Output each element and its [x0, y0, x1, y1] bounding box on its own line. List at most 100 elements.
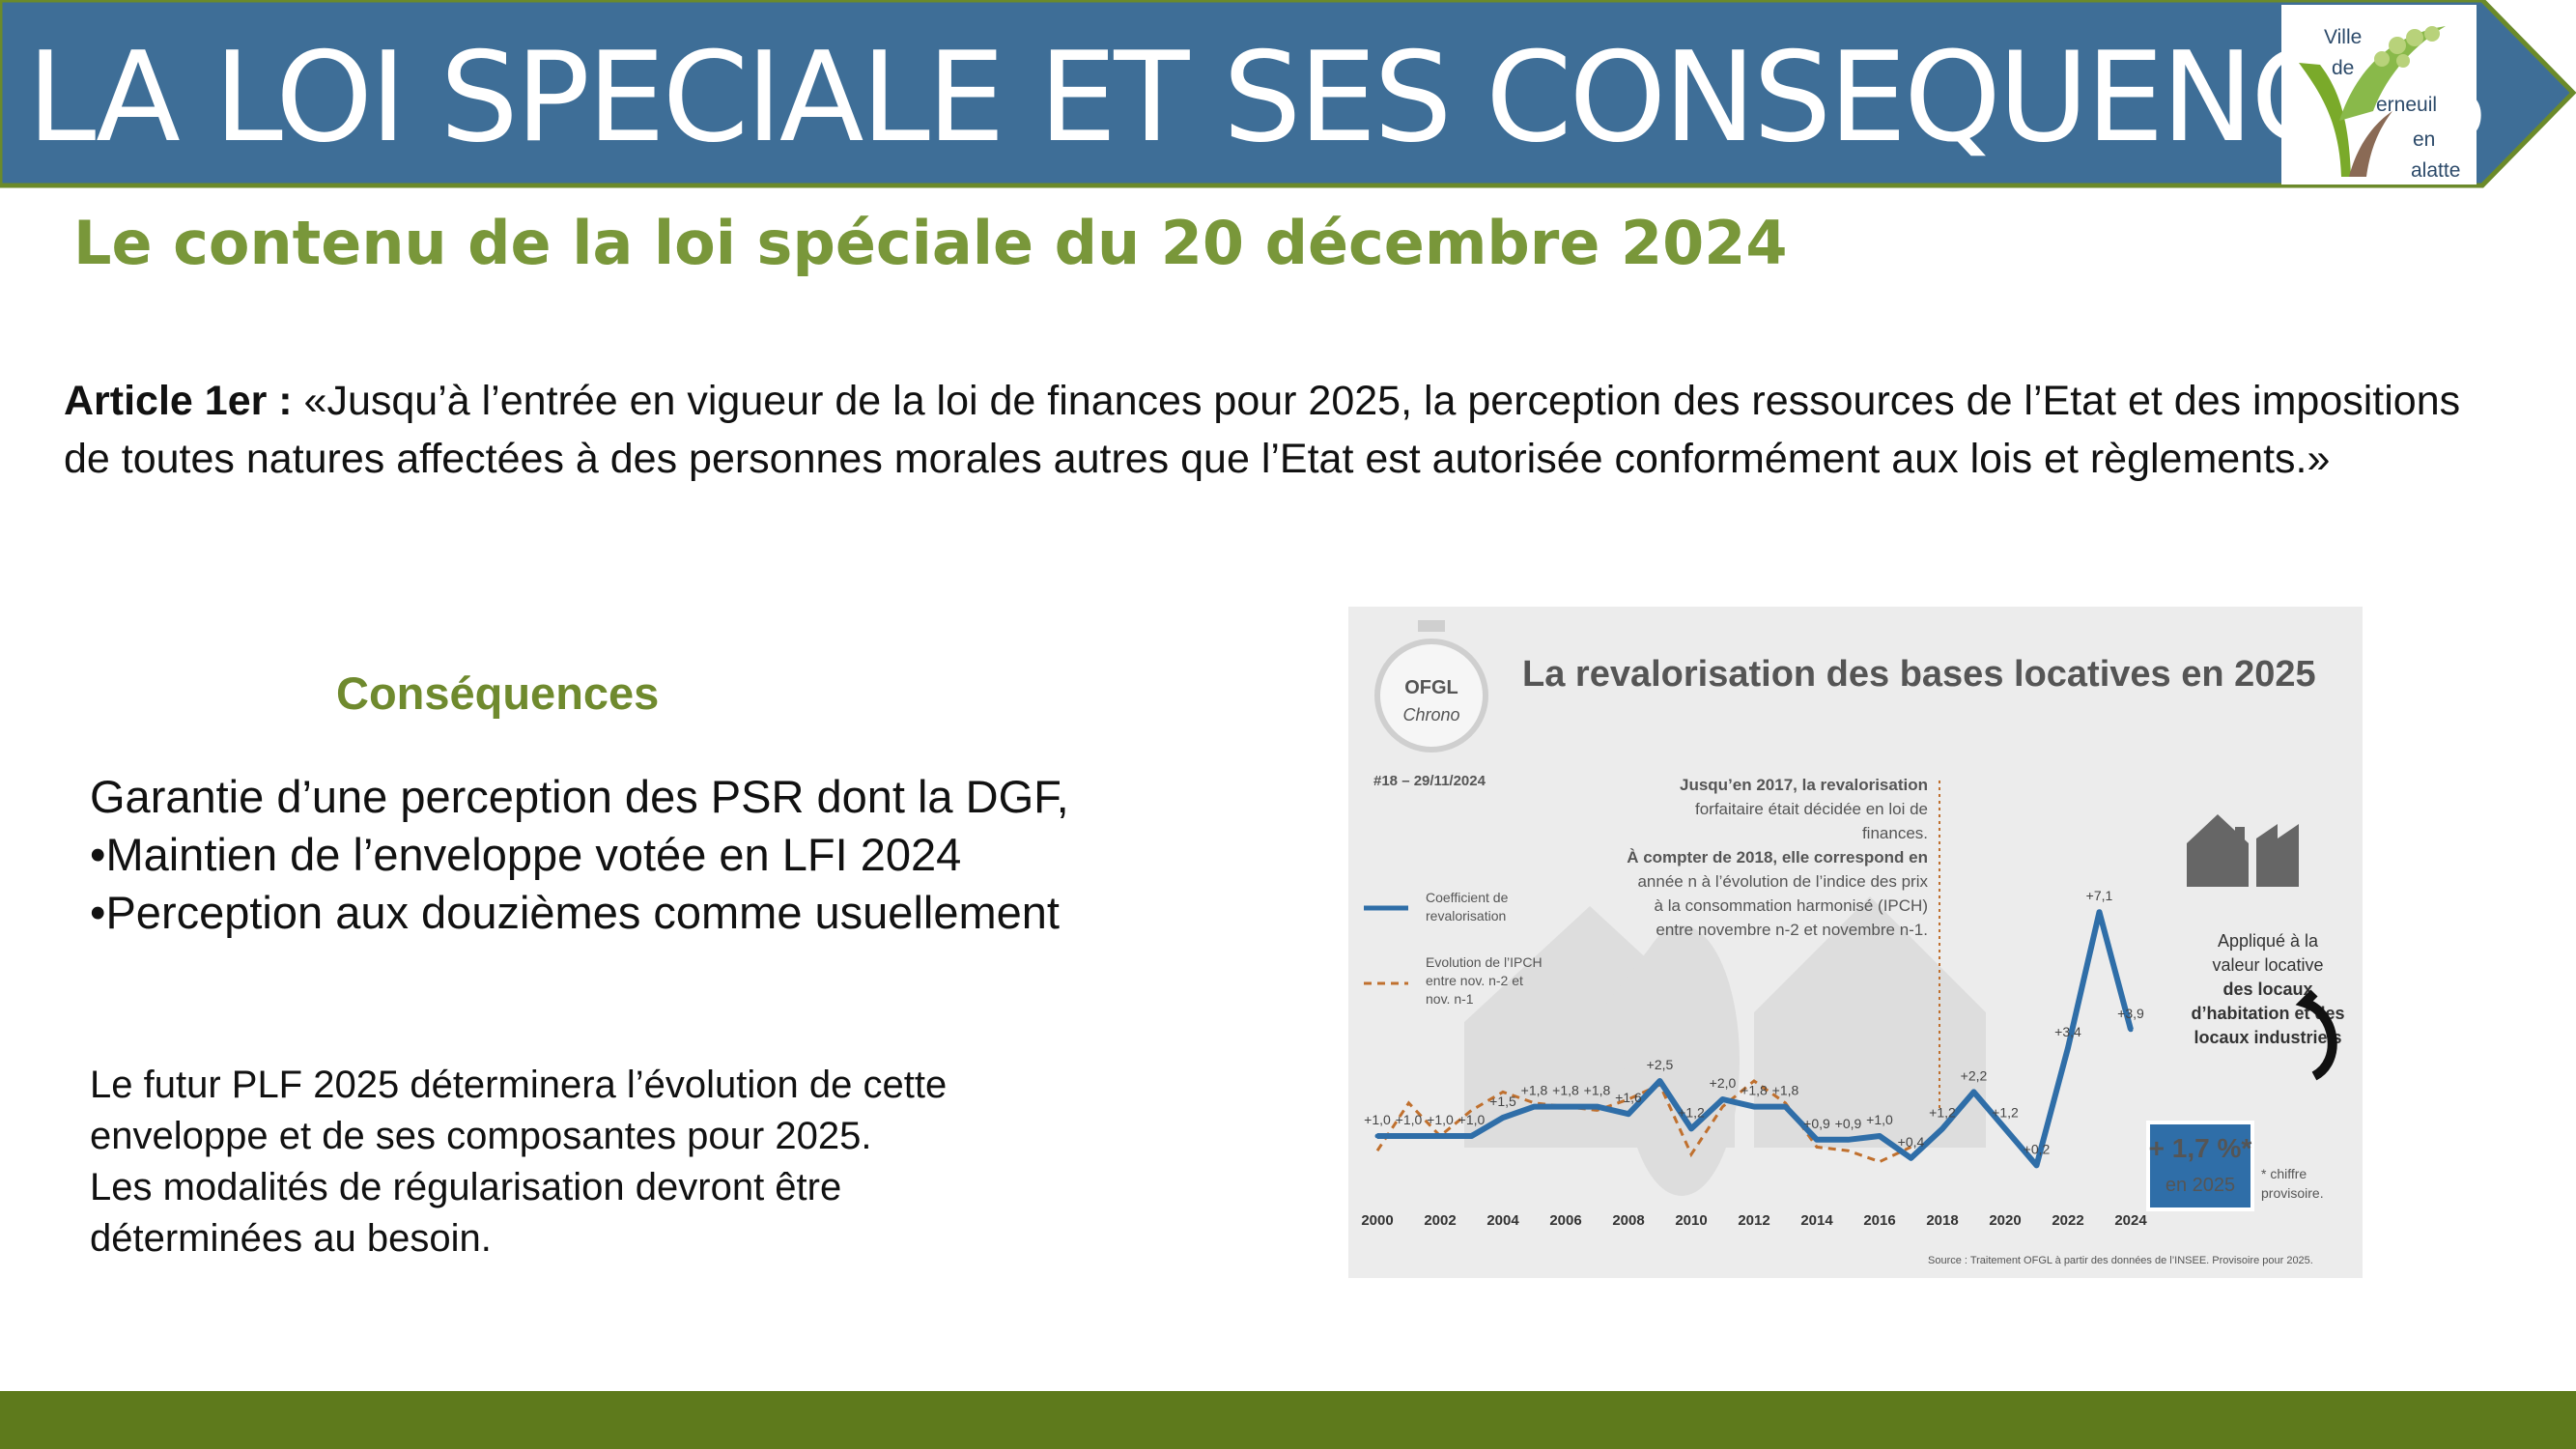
data-point — [1751, 1104, 1757, 1110]
highlight-label: en 2025 — [2166, 1175, 2235, 1196]
chart-annotation: Jusqu’en 2017, la revalorisation forfaita… — [1627, 776, 1928, 939]
x-tick-label: 2008 — [1612, 1212, 1644, 1229]
data-label: +2,0 — [1710, 1075, 1737, 1091]
highlight-value: + 1,7 %* — [2149, 1133, 2252, 1163]
list-item: •Maintien de l’enveloppe votée en LFI 20… — [90, 829, 962, 880]
data-label: +7,1 — [2086, 888, 2113, 903]
stopwatch-icon — [1374, 639, 1488, 753]
data-label: +1,0 — [1427, 1112, 1454, 1127]
right-note: Appliqué à la valeur locative des locaux d’… — [2191, 931, 2344, 1047]
data-point — [1846, 1137, 1851, 1143]
annotation-line: année n à l’évolution de l’indice des pr… — [1637, 872, 1928, 891]
right-note-line: des locaux — [2222, 980, 2312, 999]
data-point — [1469, 1133, 1474, 1139]
chart-source: Source : Traitement OFGL à partir des do… — [1928, 1255, 2313, 1266]
data-label: +3,9 — [2117, 1006, 2144, 1021]
x-tick-label: 2000 — [1361, 1212, 1393, 1229]
header-banner — [0, 0, 2576, 188]
logo-word: alatte — [2411, 159, 2461, 182]
data-point — [1657, 1078, 1662, 1084]
data-point — [2002, 1125, 2008, 1131]
series-line-ipch — [1375, 1079, 1912, 1164]
badge-ofgl: OFGL — [1404, 677, 1458, 698]
plf-line: Les modalités de régularisation devront … — [90, 1166, 842, 1208]
data-label: +0,9 — [1803, 1116, 1830, 1131]
data-label: +3,4 — [2054, 1024, 2081, 1039]
logo-leaf-icon — [2299, 26, 2446, 177]
annotation-line: à la consommation harmonisé (IPCH) — [1655, 896, 1928, 915]
chart-svg: OFGL Chrono #18 – 29/11/2024 La revalori… — [1348, 607, 2363, 1278]
x-tick-label: 2018 — [1926, 1212, 1958, 1229]
footer-bar — [0, 1391, 2576, 1449]
chart-issue: #18 – 29/11/2024 — [1373, 773, 1486, 789]
data-label: +1,0 — [1458, 1112, 1486, 1127]
consequences-title: Conséquences — [336, 668, 660, 719]
chart-footnote: * chiffre provisoire. — [2261, 1166, 2324, 1201]
data-point — [1437, 1133, 1443, 1139]
data-label: +1,2 — [1992, 1104, 2019, 1120]
legend-label-revalorisation: Coefficient de revalorisation — [1426, 890, 1509, 923]
logo-word: de — [2332, 57, 2355, 79]
plf-line: déterminées au besoin. — [90, 1217, 492, 1260]
logo-word: en — [2413, 128, 2436, 151]
data-label: +1,8 — [1521, 1083, 1548, 1098]
data-label: +1,5 — [1489, 1094, 1516, 1109]
data-label: +0,9 — [1835, 1116, 1862, 1131]
data-label: +1,6 — [1615, 1090, 1642, 1105]
data-point — [1374, 1133, 1380, 1139]
annotation-line: entre novembre n-2 et novembre n-1. — [1656, 921, 1928, 939]
x-tick-label: 2024 — [2114, 1212, 2147, 1229]
data-point — [2034, 1162, 2039, 1168]
x-tick-label: 2016 — [1863, 1212, 1895, 1229]
data-label: +1,0 — [1364, 1112, 1391, 1127]
x-tick-label: 2014 — [1800, 1212, 1833, 1229]
data-label: +2,5 — [1647, 1057, 1674, 1072]
data-point — [1909, 1155, 1913, 1161]
data-point — [1406, 1133, 1411, 1139]
article-label: Article 1er : — [64, 378, 293, 424]
data-point — [1939, 1125, 1945, 1131]
data-point — [1814, 1137, 1820, 1143]
data-label: +1,8 — [1552, 1083, 1579, 1098]
right-note-line: locaux industriels — [2194, 1028, 2341, 1047]
data-label: +0,2 — [2024, 1141, 2051, 1156]
plf-line: enveloppe et de ses composantes pour 202… — [90, 1115, 872, 1157]
page-title: LA LOI SPECIALE ET SES CONSEQUENCES — [27, 26, 2488, 170]
annotation-line: Jusqu’en 2017, la revalorisation — [1680, 776, 1928, 794]
data-point — [1720, 1096, 1725, 1102]
data-point — [1500, 1115, 1506, 1121]
x-tick-label: 2020 — [1989, 1212, 2021, 1229]
data-point — [1877, 1133, 1882, 1139]
section-subtitle: Le contenu de la loi spéciale du 20 déce… — [73, 208, 1788, 278]
article-paragraph: Article 1er : «Jusqu’à l’entrée en vigue… — [64, 372, 2478, 488]
house-factory-icon — [2187, 814, 2299, 887]
data-point — [2065, 1045, 2071, 1051]
x-tick-label: 2010 — [1675, 1212, 1707, 1229]
annotation-line: À compter de 2018, elle correspond en — [1627, 848, 1928, 867]
data-point — [1563, 1104, 1569, 1110]
data-point — [2097, 909, 2102, 915]
highlight-box — [2146, 1121, 2254, 1211]
chart-image: OFGL Chrono #18 – 29/11/2024 La revalori… — [1348, 607, 2363, 1278]
data-point — [2128, 1027, 2134, 1033]
x-tick-label: 2012 — [1738, 1212, 1769, 1229]
data-point — [1532, 1104, 1537, 1110]
town-logo: Ville de erneuil en alatte — [2281, 5, 2477, 185]
logo-word: erneuil — [2376, 94, 2438, 116]
consequences-list: Garantie d’une perception des PSR dont l… — [90, 768, 1069, 942]
annotation-line: forfaitaire était décidée en loi de — [1695, 800, 1928, 818]
data-point — [1783, 1104, 1788, 1110]
data-point — [1626, 1111, 1631, 1117]
x-tick-label: 2022 — [2052, 1212, 2083, 1229]
plf-line: Le futur PLF 2025 déterminera l’évolutio… — [90, 1064, 948, 1106]
data-label: +1,2 — [1929, 1104, 1956, 1120]
legend-label-ipch: Evolution de l’IPCH entre nov. n-2 et nov.… — [1426, 954, 1543, 1007]
right-note-line: Appliqué à la — [2218, 931, 2319, 951]
data-label: +1,8 — [1584, 1083, 1611, 1098]
plf-note: Le futur PLF 2025 déterminera l’évolutio… — [90, 1060, 1249, 1264]
article-text: «Jusqu’à l’entrée en vigueur de la loi d… — [64, 378, 2461, 482]
curved-arrow-icon — [2295, 989, 2337, 1081]
x-tick-label: 2006 — [1549, 1212, 1581, 1229]
right-note-line: valeur locative — [2212, 955, 2323, 975]
plot-area: +1,0 +1,0 +1,0 +1,0+1,5+1,8 +1,8 +1,8 +1,6+2,5… — [1361, 888, 2147, 1229]
